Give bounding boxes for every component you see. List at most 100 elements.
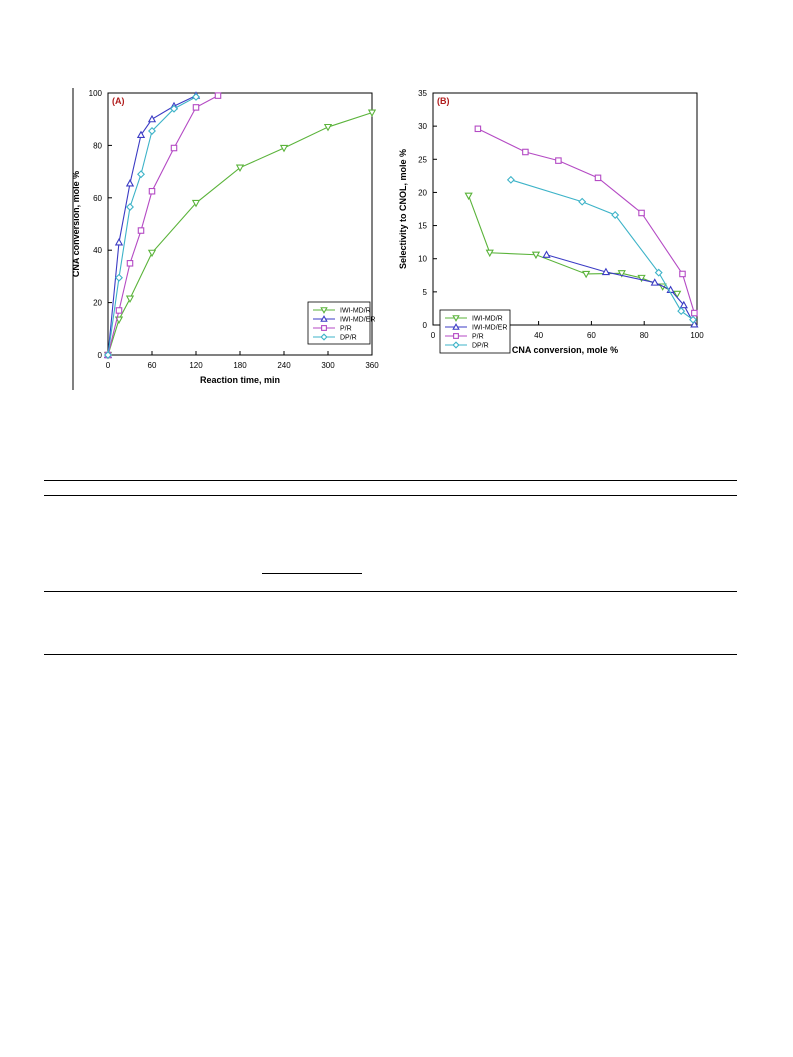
table-subheader-rule bbox=[262, 573, 362, 574]
data-point bbox=[104, 351, 112, 359]
data-point bbox=[148, 187, 156, 195]
data-point bbox=[115, 307, 123, 314]
data-point bbox=[650, 278, 659, 286]
x-tick-label: 0 bbox=[106, 361, 111, 370]
data-point bbox=[691, 309, 698, 317]
data-point bbox=[673, 290, 682, 299]
legend-marker bbox=[320, 315, 328, 322]
y-tick-label: 30 bbox=[418, 122, 427, 131]
data-point bbox=[679, 270, 686, 278]
legend-entry: P/R bbox=[472, 334, 484, 341]
data-point bbox=[474, 125, 482, 133]
legend-entry: DP/R bbox=[472, 343, 489, 350]
x-axis-label: Reaction time, min bbox=[200, 375, 280, 385]
data-point bbox=[279, 144, 289, 153]
table-top-rule bbox=[44, 480, 737, 481]
data-point bbox=[464, 192, 473, 201]
data-point bbox=[125, 295, 135, 304]
data-point bbox=[542, 250, 551, 258]
panel-label: (B) bbox=[437, 96, 450, 106]
legend-entry: IWI-MD/R bbox=[472, 316, 503, 323]
data-point bbox=[581, 270, 591, 279]
data-point bbox=[601, 267, 611, 276]
x-tick-label: 0 bbox=[431, 331, 436, 340]
y-tick-label: 20 bbox=[93, 299, 102, 308]
data-point bbox=[126, 202, 134, 211]
x-tick-label: 360 bbox=[365, 361, 379, 370]
x-tick-label: 180 bbox=[233, 361, 247, 370]
data-point bbox=[689, 315, 698, 324]
series-p-r bbox=[474, 125, 698, 317]
y-tick-label: 20 bbox=[418, 188, 427, 197]
y-tick-label: 40 bbox=[93, 246, 102, 255]
y-tick-label: 15 bbox=[418, 222, 427, 231]
data-point bbox=[323, 123, 333, 132]
y-axis-label: Selectivity to CNOL, mole % bbox=[398, 149, 408, 269]
data-point bbox=[679, 300, 688, 309]
data-point bbox=[522, 148, 529, 156]
data-point bbox=[617, 270, 626, 278]
data-point bbox=[654, 268, 663, 277]
legend-box bbox=[439, 309, 511, 354]
data-point bbox=[690, 320, 699, 328]
series-line bbox=[107, 95, 219, 356]
table-bottom-rule bbox=[44, 654, 737, 655]
y-tick-label: 60 bbox=[93, 194, 102, 203]
y-tick-label: 0 bbox=[98, 351, 103, 360]
data-point bbox=[137, 170, 145, 179]
data-point bbox=[147, 114, 157, 123]
data-point bbox=[126, 260, 134, 267]
table-mid-rule bbox=[44, 591, 737, 592]
series-dp-r bbox=[104, 92, 200, 359]
data-point bbox=[367, 109, 377, 117]
x-tick-label: 60 bbox=[148, 361, 157, 370]
y-tick-label: 5 bbox=[423, 288, 428, 297]
data-point bbox=[594, 174, 602, 182]
data-point bbox=[136, 130, 146, 139]
x-tick-label: 300 bbox=[321, 361, 335, 370]
data-point bbox=[638, 209, 645, 217]
data-point bbox=[485, 249, 494, 258]
data-point bbox=[147, 249, 157, 258]
x-tick-label: 80 bbox=[640, 331, 649, 340]
legend-marker bbox=[452, 315, 460, 322]
data-point bbox=[115, 273, 123, 282]
series-line bbox=[546, 254, 695, 325]
y-tick-label: 35 bbox=[418, 89, 427, 98]
data-point bbox=[506, 175, 515, 184]
data-point bbox=[125, 179, 135, 187]
legend-marker bbox=[321, 325, 327, 331]
legend-marker bbox=[320, 307, 328, 314]
table-header-rule bbox=[44, 495, 737, 496]
y-tick-label: 10 bbox=[418, 255, 427, 264]
legend-marker bbox=[453, 333, 459, 339]
data-point bbox=[637, 274, 646, 283]
x-tick-label: 100 bbox=[690, 331, 704, 340]
data-point bbox=[148, 127, 156, 135]
y-tick-label: 100 bbox=[89, 89, 103, 98]
y-tick-label: 25 bbox=[418, 155, 427, 164]
data-point bbox=[611, 210, 620, 219]
data-point bbox=[137, 227, 145, 234]
series-line bbox=[468, 195, 678, 295]
legend-entry: DP/R bbox=[340, 335, 357, 342]
legend-entry: IWI-MD/ER bbox=[340, 317, 375, 324]
x-tick-label: 240 bbox=[277, 361, 291, 370]
x-tick-label: 120 bbox=[189, 361, 203, 370]
x-tick-label: 60 bbox=[587, 331, 596, 340]
data-point bbox=[170, 144, 178, 152]
x-axis-label: CNA conversion, mole % bbox=[512, 345, 618, 355]
plot-frame bbox=[432, 92, 698, 326]
data-point bbox=[170, 104, 178, 113]
data-point bbox=[192, 104, 200, 111]
data-point bbox=[114, 238, 124, 246]
legend-entry: P/R bbox=[340, 326, 352, 333]
series-dp-r bbox=[506, 175, 698, 324]
panel-label: (A) bbox=[112, 96, 125, 106]
chart-a: 0 60 120 180 240 300 360 0 20 40 60 80 100 Reaction t… bbox=[71, 88, 379, 390]
chart-b: 02040608010005101520253035CNA conversion… bbox=[398, 89, 704, 355]
legend-entry: IWI-MD/ER bbox=[472, 325, 507, 332]
data-point bbox=[677, 307, 686, 316]
data-point bbox=[235, 164, 245, 173]
x-tick-label: 40 bbox=[534, 331, 543, 340]
